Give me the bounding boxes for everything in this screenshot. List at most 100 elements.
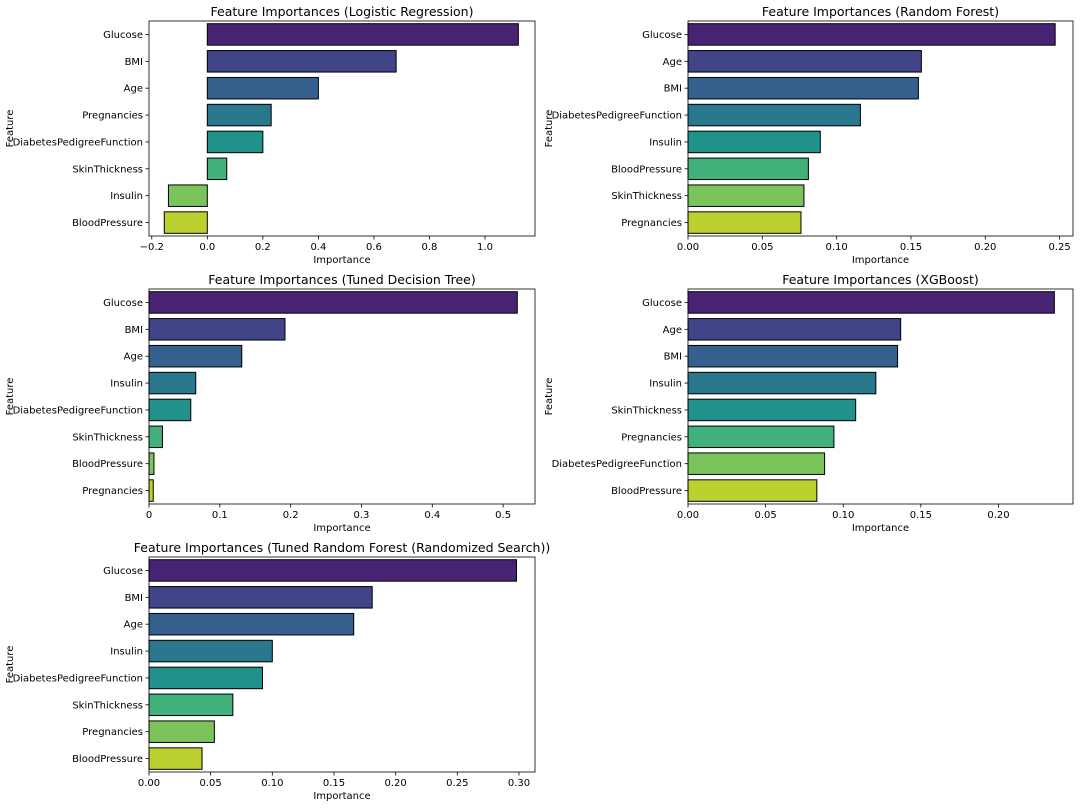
y-tick-label: Pregnancies (82, 727, 143, 738)
bar-DiabetesPedigreeFunction (148, 398, 192, 422)
chart-panel-5: Glucose BMI Age Insulin DiabetesPedigreeFunc… (5, 540, 550, 802)
y-tick-label: SkinThickness (72, 700, 143, 711)
x-tick-label: −0.2 (140, 242, 164, 253)
y-axis-label: Feature (544, 110, 555, 148)
bar-Glucose (148, 291, 518, 314)
x-tick-label: 0.00 (677, 510, 699, 521)
x-tick-label: 0.05 (751, 242, 773, 253)
bar-Pregnancies (687, 211, 802, 234)
plot-frame (148, 556, 536, 773)
chart-panel-4: Glucose Age BMI Insulin SkinThickness Pregnan… (544, 272, 1074, 534)
bar-Age (687, 50, 922, 73)
y-tick-label: BloodPressure (72, 754, 143, 765)
y-tick-label: Age (124, 352, 143, 363)
x-tick-label: 1.0 (477, 242, 493, 253)
bar-DiabetesPedigreeFunction (148, 666, 263, 690)
bar-Pregnancies (687, 425, 835, 449)
x-tick-label: 0 (146, 510, 152, 521)
y-tick-label: DiabetesPedigreeFunction (13, 673, 143, 684)
y-tick-label: Glucose (103, 298, 143, 309)
y-tick-label: DiabetesPedigreeFunction (13, 137, 143, 148)
y-tick-label: DiabetesPedigreeFunction (552, 459, 682, 470)
x-axis-label: Importance (852, 523, 909, 534)
y-tick-label: Insulin (110, 379, 143, 390)
chart-panel-2: Glucose Age BMI DiabetesPedigreeFunction Ins… (544, 4, 1074, 266)
bar-Glucose (148, 559, 518, 582)
x-tick-label: 0.4 (424, 510, 440, 521)
bar-Age (148, 612, 355, 636)
y-tick-label: Pregnancies (82, 111, 143, 122)
bar-DiabetesPedigreeFunction (206, 130, 264, 154)
y-axis-label: Feature (5, 378, 16, 416)
x-tick-label: 0.0 (199, 242, 215, 253)
x-axis-label: Importance (852, 255, 909, 266)
x-tick-label: 0.15 (900, 242, 922, 253)
bar-Age (148, 344, 243, 368)
y-tick-label: Age (124, 84, 143, 95)
bar-Insulin (687, 371, 877, 395)
chart-panel-1: Glucose BMI Age Pregnancies DiabetesPedigree… (5, 4, 536, 266)
x-tick-label: 0.2 (283, 510, 299, 521)
y-tick-label: BloodPressure (611, 486, 682, 497)
bar-SkinThickness (687, 184, 805, 207)
y-axis-label: Feature (5, 646, 16, 684)
x-tick-label: 0.20 (987, 510, 1009, 521)
bar-Insulin (687, 130, 821, 154)
bar-Insulin (167, 184, 208, 207)
x-tick-label: 0.10 (261, 778, 283, 789)
x-tick-label: 0.05 (754, 510, 776, 521)
x-tick-label: 0.8 (422, 242, 438, 253)
bar-BMI (687, 76, 919, 100)
y-tick-label: BMI (125, 325, 143, 336)
y-tick-label: SkinThickness (611, 191, 682, 202)
y-tick-label: Glucose (103, 30, 143, 41)
x-tick-label: 0.4 (310, 242, 326, 253)
y-tick-label: DiabetesPedigreeFunction (552, 111, 682, 122)
chart-title: Feature Importances (Tuned Random Forest… (134, 540, 550, 555)
bar-SkinThickness (206, 157, 228, 181)
y-tick-label: BloodPressure (72, 218, 143, 229)
x-tick-label: 0.00 (677, 242, 699, 253)
bar-BloodPressure (148, 747, 203, 770)
y-tick-label: Age (663, 57, 682, 68)
plot-frame (687, 288, 1074, 505)
x-tick-label: 0.25 (1048, 242, 1070, 253)
plot-frame (687, 20, 1074, 237)
y-tick-label: Insulin (649, 137, 682, 148)
bar-BMI (148, 586, 373, 609)
x-tick-label: 0.20 (974, 242, 996, 253)
bar-BloodPressure (148, 452, 155, 475)
bar-DiabetesPedigreeFunction (687, 103, 861, 127)
y-tick-label: DiabetesPedigreeFunction (13, 405, 143, 416)
y-axis-label: Feature (544, 378, 555, 416)
bar-Insulin (148, 371, 197, 395)
bar-Glucose (687, 23, 1056, 46)
bar-DiabetesPedigreeFunction (687, 452, 826, 475)
bar-BloodPressure (687, 479, 818, 502)
x-axis-label: Importance (313, 523, 370, 534)
x-tick-label: 0.3 (354, 510, 370, 521)
plot-frame (148, 288, 536, 505)
x-tick-label: 0.5 (495, 510, 511, 521)
y-tick-label: SkinThickness (72, 432, 143, 443)
y-tick-label: Insulin (649, 379, 682, 390)
x-tick-label: 0.05 (200, 778, 222, 789)
y-tick-label: BloodPressure (72, 459, 143, 470)
bar-Age (206, 76, 319, 100)
bar-Insulin (148, 639, 273, 663)
y-tick-label: BloodPressure (611, 164, 682, 175)
y-tick-label: Glucose (642, 30, 682, 41)
y-tick-label: Glucose (103, 566, 143, 577)
y-tick-label: Pregnancies (621, 218, 682, 229)
bar-BMI (687, 344, 899, 368)
bar-SkinThickness (687, 398, 857, 422)
bar-Age (687, 318, 902, 341)
y-tick-label: Age (124, 620, 143, 631)
x-tick-label: 0.6 (366, 242, 382, 253)
y-tick-label: Glucose (642, 298, 682, 309)
y-tick-label: BMI (664, 84, 682, 95)
x-tick-label: 0.25 (446, 778, 468, 789)
bar-Glucose (687, 291, 1055, 314)
chart-title: Feature Importances (Logistic Regression… (211, 4, 474, 19)
